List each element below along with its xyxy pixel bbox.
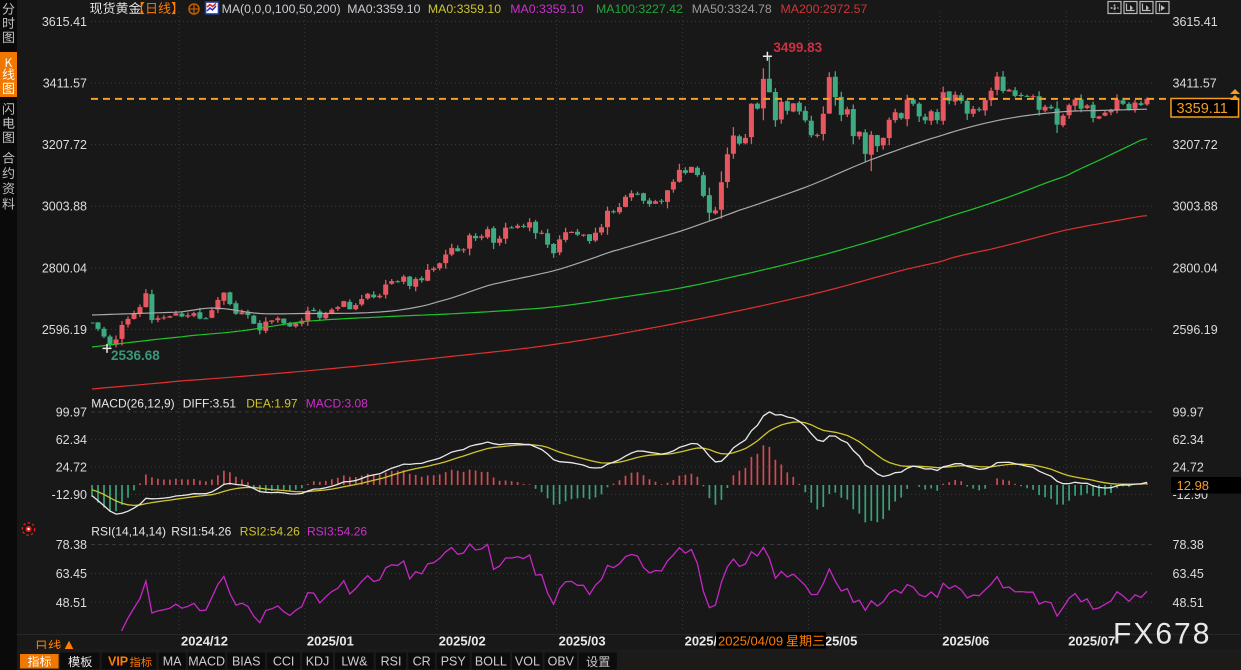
svg-text:12.98: 12.98 <box>1177 478 1210 493</box>
svg-text:RSI: RSI <box>381 655 402 669</box>
svg-text:VIP: VIP <box>108 655 128 669</box>
svg-text:FX678: FX678 <box>1113 618 1211 651</box>
svg-text:MA: MA <box>163 655 182 669</box>
svg-text:MA0:3359.10: MA0:3359.10 <box>428 2 501 16</box>
svg-text:3003.88: 3003.88 <box>42 200 87 214</box>
svg-text:3499.83: 3499.83 <box>773 40 822 55</box>
svg-text:62.34: 62.34 <box>56 433 87 447</box>
svg-text:2025/02: 2025/02 <box>439 634 486 649</box>
svg-text:OBV: OBV <box>548 655 575 669</box>
svg-text:3207.72: 3207.72 <box>42 138 87 152</box>
svg-text:MA100:3227.42: MA100:3227.42 <box>596 2 683 16</box>
svg-text:2536.68: 2536.68 <box>111 348 160 363</box>
svg-text:MA0:3359.10: MA0:3359.10 <box>510 2 583 16</box>
svg-text:2025/04/09: 2025/04/09 <box>718 634 783 649</box>
svg-text:78.38: 78.38 <box>56 538 87 552</box>
svg-text:2800.04: 2800.04 <box>1173 261 1218 275</box>
svg-text:24.72: 24.72 <box>1173 460 1204 474</box>
svg-text:BIAS: BIAS <box>232 655 261 669</box>
svg-text:DEA:1.97: DEA:1.97 <box>246 397 298 411</box>
svg-text:3359.11: 3359.11 <box>1177 101 1228 117</box>
svg-text:MA0:3359.10: MA0:3359.10 <box>347 2 420 16</box>
svg-text:3615.41: 3615.41 <box>42 15 87 29</box>
svg-text:48.51: 48.51 <box>1173 596 1204 610</box>
svg-text:MACD(26,12,9): MACD(26,12,9) <box>91 397 174 411</box>
svg-text:VOL: VOL <box>515 655 540 669</box>
svg-text:2025/01: 2025/01 <box>307 634 354 649</box>
svg-text:3411.57: 3411.57 <box>1173 77 1217 91</box>
svg-text:2025/07: 2025/07 <box>1068 634 1115 649</box>
svg-text:MACD: MACD <box>188 655 225 669</box>
svg-text:RSI1:54.26: RSI1:54.26 <box>171 525 231 539</box>
svg-text:LW&: LW& <box>341 655 368 669</box>
svg-text:2596.19: 2596.19 <box>1173 323 1218 337</box>
svg-text:24.72: 24.72 <box>56 460 87 474</box>
svg-text:2024/12: 2024/12 <box>181 634 228 649</box>
svg-text:78.38: 78.38 <box>1173 538 1204 552</box>
svg-text:-12.90: -12.90 <box>52 488 87 502</box>
svg-text:99.97: 99.97 <box>56 405 87 419</box>
svg-text:MACD:3.08: MACD:3.08 <box>306 397 368 411</box>
svg-text:2800.04: 2800.04 <box>42 261 87 275</box>
svg-text:KDJ: KDJ <box>306 655 330 669</box>
svg-text:RSI2:54.26: RSI2:54.26 <box>240 525 300 539</box>
svg-text:3207.72: 3207.72 <box>1173 138 1218 152</box>
svg-text:2025/06: 2025/06 <box>942 634 989 649</box>
svg-text:MA(0,0,0,100,50,200): MA(0,0,0,100,50,200) <box>222 2 341 16</box>
svg-text:63.45: 63.45 <box>56 567 87 581</box>
svg-text:PSY: PSY <box>441 655 467 669</box>
svg-text:CCI: CCI <box>273 655 295 669</box>
svg-text:DIFF:3.51: DIFF:3.51 <box>183 397 237 411</box>
svg-text:BOLL: BOLL <box>475 655 507 669</box>
svg-text:RSI3:54.26: RSI3:54.26 <box>307 525 367 539</box>
svg-text:3003.88: 3003.88 <box>1173 200 1218 214</box>
svg-text:3615.41: 3615.41 <box>1173 15 1218 29</box>
svg-text:MA200:2972.57: MA200:2972.57 <box>781 2 868 16</box>
svg-text:48.51: 48.51 <box>56 596 87 610</box>
svg-text:62.34: 62.34 <box>1173 433 1204 447</box>
svg-text:99.97: 99.97 <box>1173 405 1204 419</box>
svg-text:RSI(14,14,14): RSI(14,14,14) <box>91 525 166 539</box>
svg-text:MA50:3324.78: MA50:3324.78 <box>692 2 772 16</box>
svg-text:2596.19: 2596.19 <box>42 323 87 337</box>
svg-text:CR: CR <box>413 655 431 669</box>
svg-text:2025/03: 2025/03 <box>559 634 606 649</box>
svg-text:3411.57: 3411.57 <box>43 77 87 91</box>
svg-text:63.45: 63.45 <box>1173 567 1204 581</box>
